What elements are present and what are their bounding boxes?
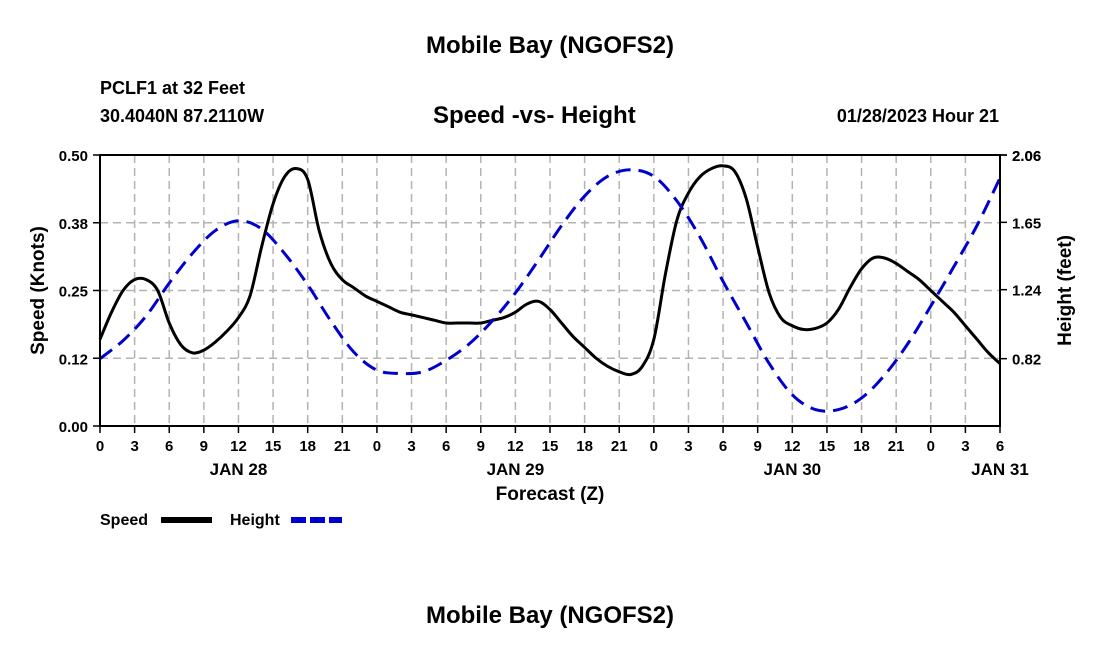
y-tick-label-left: 0.12 [59,351,88,368]
x-tick-label: 12 [784,438,801,455]
series-line-speed [98,164,1002,377]
x-tick-label: 9 [754,438,762,455]
x-tick-label: 18 [853,438,870,455]
series-lines [98,164,1002,413]
date-label: JAN 31 [971,460,1029,479]
grid-lines [100,155,1000,426]
y-tick-label-left: 0.38 [59,216,88,233]
x-tick-label: 15 [542,438,559,455]
x-tick-label: 6 [996,438,1004,455]
x-tick-label: 15 [265,438,282,455]
y-tick-label-right: 2.06 [1012,148,1041,165]
x-tick-label: 6 [442,438,450,455]
x-tick-label: 3 [407,438,415,455]
x-tick-label: 21 [611,438,628,455]
station-coordinates: 30.4040N 87.2110W [100,106,265,126]
y-tick-label-left: 0.25 [59,284,88,301]
x-tick-label: 0 [927,438,935,455]
station-label: PCLF1 at 32 Feet [100,78,246,98]
x-tick-label: 3 [684,438,692,455]
series-line-height [99,168,1002,413]
y-tick-label-right: 2.06 [1012,148,1041,165]
x-tick-label: 18 [576,438,593,455]
legend-label-height: Height [230,512,280,529]
x-tick-label: 12 [230,438,247,455]
legend-label-speed: Speed [100,512,148,529]
x-tick-label: 0 [373,438,381,455]
x-tick-label: 18 [299,438,316,455]
y-axis-label-left: Speed (Knots) [28,226,49,355]
x-tick-label: 6 [165,438,173,455]
x-tick-label: 6 [719,438,727,455]
y-tick-label-left: 0.00 [59,419,88,436]
axes: 0 3 6 9 12 15 18 21 0 3 6 9 12 15 18 21 0 3 6 9 12 15 18 21 0 3 6 0… [59,148,1042,479]
x-tick-label: 12 [507,438,524,455]
x-tick-label: 3 [961,438,969,455]
y-tick-label-right: 1.24 [1012,283,1042,300]
x-tick-label: 21 [334,438,351,455]
legend: Speed Height [100,512,342,529]
date-label: JAN 29 [487,460,545,479]
forecast-datetime: 01/28/2023 Hour 21 [836,106,999,126]
x-tick-label: 0 [96,438,104,455]
x-tick-label: 0 [650,438,658,455]
x-tick-label: 21 [888,438,905,455]
x-tick-label: 15 [819,438,836,455]
y-tick-label-right: 0.82 [1012,352,1041,369]
chart-title: Mobile Bay (NGOFS2) [425,32,675,59]
date-label: JAN 28 [210,460,268,479]
y-tick-label-left: 0.50 [59,148,88,165]
x-axis-label: Forecast (Z) [496,484,605,505]
chart-subtitle: Speed -vs- Height [433,102,636,129]
footer-title: Mobile Bay (NGOFS2) [425,602,675,629]
x-tick-label: 9 [200,438,208,455]
x-tick-label: 9 [477,438,485,455]
date-label: JAN 30 [763,460,821,479]
y-tick-label-right: 1.65 [1012,215,1041,232]
y-axis-label-right: Height (feet) [1055,235,1076,346]
x-tick-label: 3 [130,438,138,455]
